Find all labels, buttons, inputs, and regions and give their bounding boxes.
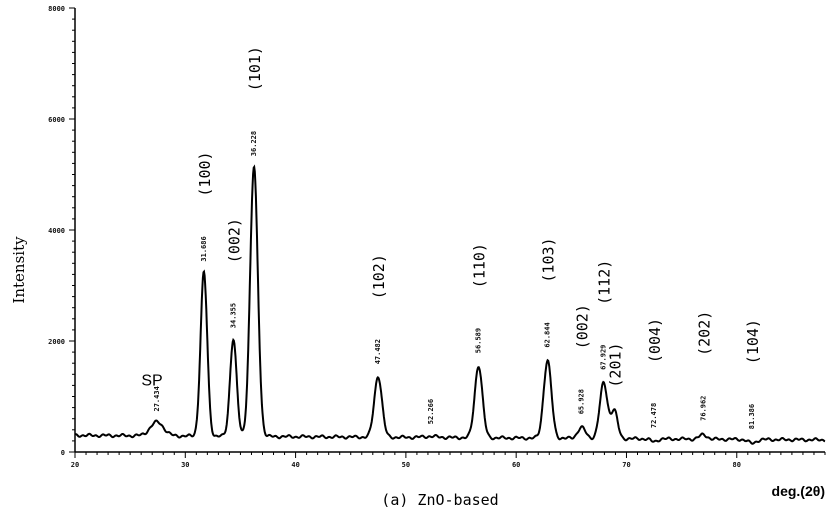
y-tick-label: 2000 xyxy=(48,338,65,346)
y-tick-label: 4000 xyxy=(48,227,65,235)
xrd-spectrum-line xyxy=(74,164,826,445)
y-axis-ticks: 0 2000 4000 6000 8000 xyxy=(48,5,75,457)
x-tick-label: 50 xyxy=(402,461,410,469)
y-axis-title: Intensity xyxy=(10,236,28,304)
peak-hkl-label: (102) xyxy=(370,254,388,299)
peak-hkl-label: (002) xyxy=(225,218,243,263)
peak-position-label: 36.228 xyxy=(250,131,258,156)
peak-position-label: 34.355 xyxy=(229,303,237,328)
y-tick-label: 8000 xyxy=(48,5,65,13)
peak-position-label: 65.928 xyxy=(578,389,586,414)
y-tick-label: 0 xyxy=(61,449,65,457)
peak-position-label: 67.929 xyxy=(600,345,608,370)
axes xyxy=(74,8,825,453)
peak-hkl-label: (110) xyxy=(471,243,489,288)
peak-hkl-label: (112) xyxy=(596,260,614,305)
peak-hkl-label: (004) xyxy=(646,318,664,363)
peak-hkl-label: (002) xyxy=(574,304,592,349)
x-axis-ticks: 20 30 40 50 60 70 80 xyxy=(71,452,826,469)
peak-position-label: 27.434 xyxy=(153,386,161,411)
peak-hkl-label: (104) xyxy=(744,319,762,364)
y-tick-label: 6000 xyxy=(48,116,65,124)
peak-hkl-label: (100) xyxy=(196,151,214,196)
figure-caption: (a) ZnO-based xyxy=(381,491,498,509)
x-tick-label: 30 xyxy=(181,461,189,469)
peak-position-label: 81.386 xyxy=(748,404,756,429)
x-tick-label: 60 xyxy=(512,461,520,469)
peak-position-label: 31.686 xyxy=(200,236,208,261)
peak-position-label: 47.482 xyxy=(374,339,382,364)
x-tick-label: 70 xyxy=(622,461,630,469)
peak-hkl-label: (202) xyxy=(695,311,713,356)
x-tick-label: 40 xyxy=(291,461,299,469)
peak-position-label: 76.962 xyxy=(699,396,707,421)
peak-position-label: 72.478 xyxy=(650,403,658,428)
peak-hkl-label: (201) xyxy=(606,342,624,387)
peak-hkl-label: (103) xyxy=(540,237,558,282)
peak-position-label: 56.589 xyxy=(475,328,483,353)
x-tick-label: 20 xyxy=(71,461,79,469)
x-axis-title: deg.(2θ) xyxy=(772,483,825,499)
peak-position-label: 52.266 xyxy=(427,399,435,424)
x-tick-label: 80 xyxy=(733,461,741,469)
peak-hkl-label: (101) xyxy=(246,46,264,91)
peak-position-label: 62.844 xyxy=(544,322,552,347)
secondary-phase-label: SP xyxy=(141,372,162,389)
